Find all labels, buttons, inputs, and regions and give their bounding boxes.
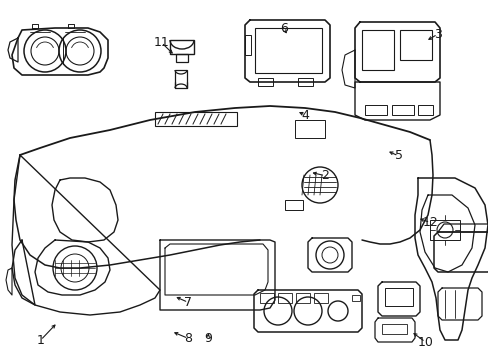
Text: 2: 2: [321, 169, 328, 182]
Bar: [260, 293, 273, 303]
Text: 8: 8: [184, 332, 192, 345]
Bar: [176, 54, 187, 62]
Text: 7: 7: [184, 296, 192, 309]
Bar: [258, 78, 272, 86]
Bar: [244, 35, 250, 55]
Text: 12: 12: [422, 216, 437, 229]
Bar: [254, 28, 321, 73]
Bar: [155, 112, 237, 126]
Bar: [417, 105, 432, 115]
Bar: [391, 105, 413, 115]
Bar: [364, 105, 386, 115]
Bar: [351, 295, 359, 301]
Bar: [361, 30, 393, 70]
Text: 3: 3: [433, 28, 441, 41]
Bar: [313, 293, 327, 303]
Text: 1: 1: [37, 334, 44, 347]
Text: 11: 11: [153, 36, 169, 49]
Text: 4: 4: [301, 109, 309, 122]
Bar: [294, 120, 325, 138]
Bar: [381, 324, 406, 334]
Bar: [285, 200, 303, 210]
Bar: [297, 78, 312, 86]
Bar: [399, 30, 431, 60]
Bar: [278, 293, 291, 303]
Text: 9: 9: [203, 332, 211, 345]
Text: 10: 10: [417, 336, 432, 348]
Bar: [170, 40, 194, 54]
Bar: [295, 293, 309, 303]
Bar: [175, 70, 186, 88]
Text: 5: 5: [394, 149, 402, 162]
Text: 6: 6: [279, 22, 287, 35]
Bar: [429, 220, 459, 240]
Bar: [384, 288, 412, 306]
